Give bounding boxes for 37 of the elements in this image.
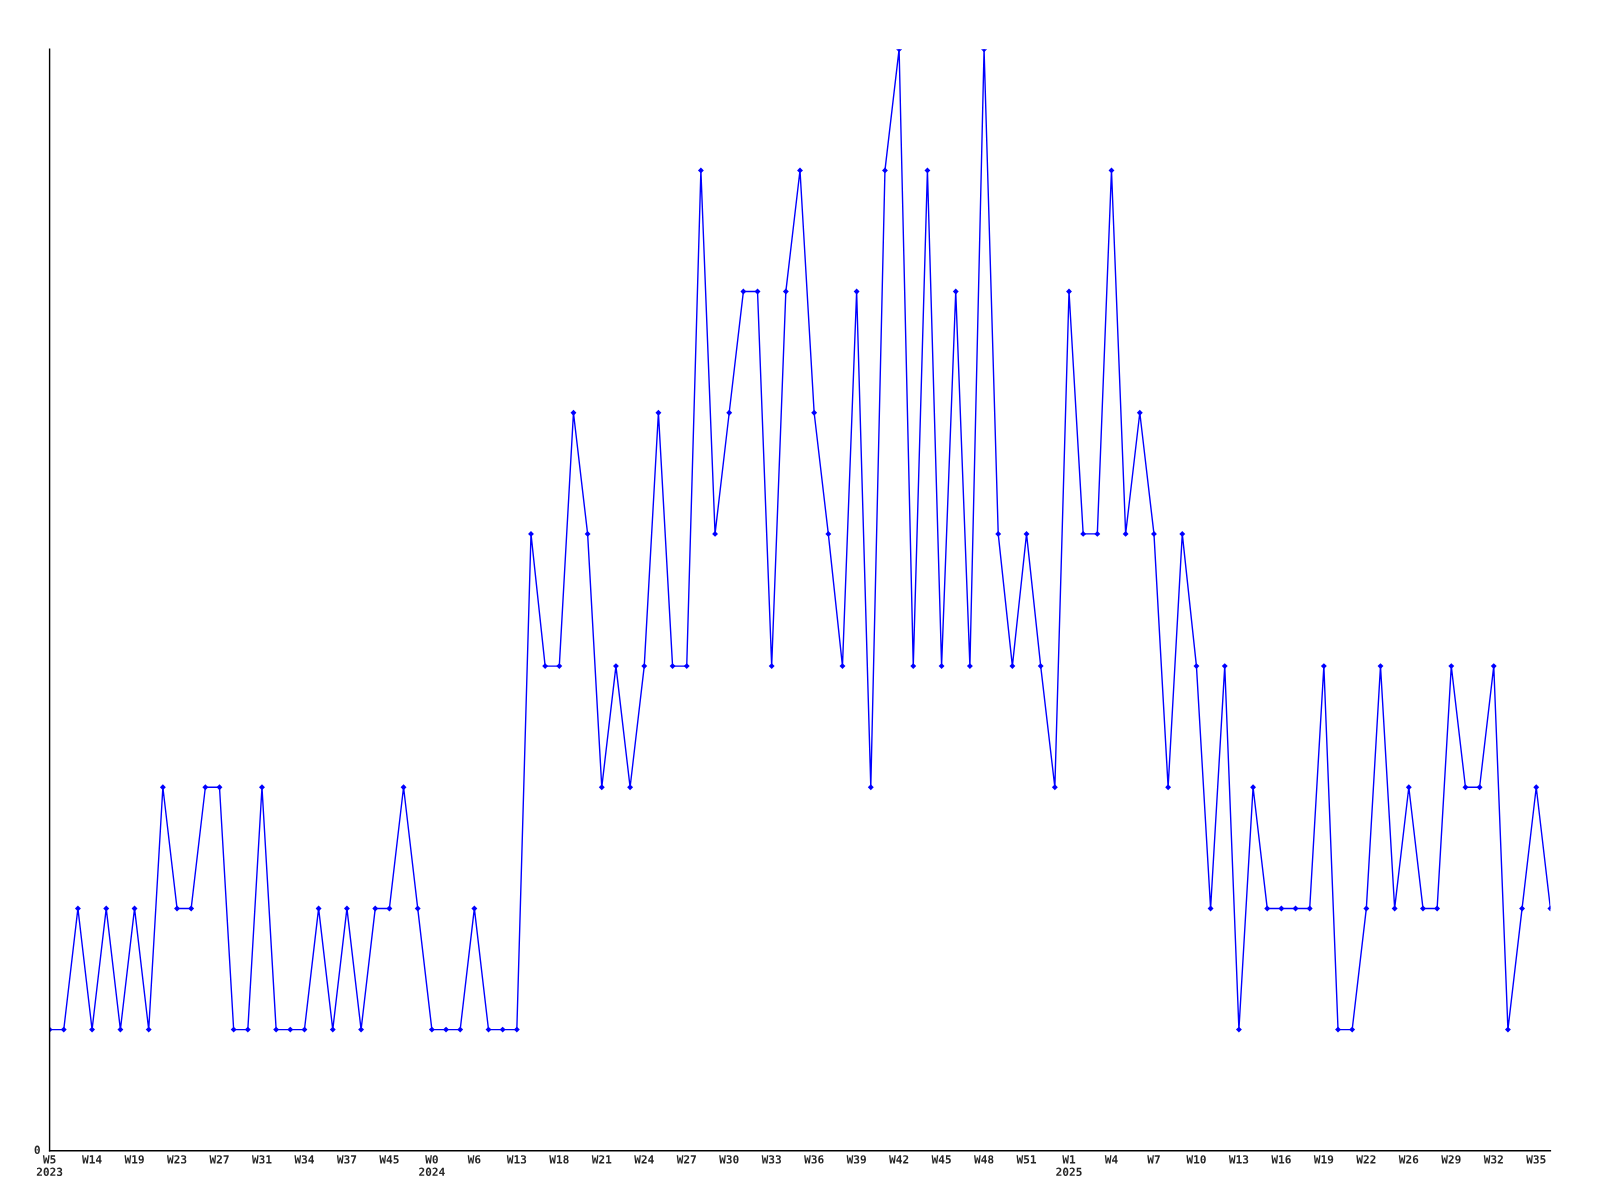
x-tick-label: W19	[124, 1155, 144, 1164]
x-tick-label: W0 2024	[419, 1155, 445, 1177]
x-tick-label: W34	[294, 1155, 314, 1164]
x-tick-label: W5 2023	[36, 1155, 63, 1177]
x-tick-label: W13	[506, 1155, 527, 1164]
x-tick-label: W27	[676, 1155, 696, 1164]
x-tick-label: W37	[336, 1155, 357, 1164]
x-tick-label: W29	[1441, 1155, 1461, 1164]
x-tick-label: W19	[1313, 1155, 1334, 1164]
x-tick-label: W13	[1228, 1155, 1249, 1164]
x-tick-label: W32	[1483, 1155, 1503, 1164]
x-tick-label: W26	[1398, 1155, 1419, 1164]
x-tick-label: W14	[82, 1155, 102, 1164]
x-tick-label: W4	[1104, 1155, 1118, 1164]
x-tick-label: W6	[467, 1155, 481, 1164]
x-tick-label: W45	[379, 1155, 399, 1164]
x-tick-label: W36	[804, 1155, 824, 1164]
x-tick-label: W24	[634, 1155, 654, 1164]
x-tick-label: W16	[1271, 1155, 1291, 1164]
x-tick-label: W48	[974, 1155, 994, 1164]
x-tick-label: W45	[931, 1155, 951, 1164]
x-tick-label: W22	[1356, 1155, 1376, 1164]
x-tick-label: W21	[591, 1155, 612, 1164]
x-tick-label: W10	[1186, 1155, 1206, 1164]
x-tick-label: W39	[846, 1155, 866, 1164]
x-tick-label: W18	[549, 1155, 569, 1164]
x-tick-label: W33	[761, 1155, 781, 1164]
x-tick-label: W30	[719, 1155, 739, 1164]
x-tick-label: W51	[1016, 1155, 1037, 1164]
x-tick-label: W1 2025	[1056, 1155, 1082, 1177]
x-tick-label: W7	[1147, 1155, 1160, 1164]
x-tick-label: W35	[1526, 1155, 1546, 1164]
x-tick-label: W23	[166, 1155, 187, 1164]
text: 0	[34, 1145, 40, 1155]
x-tick-label: W42	[889, 1155, 909, 1164]
x-tick-label: W27	[209, 1155, 229, 1164]
x-tick-label: W31	[251, 1155, 272, 1164]
